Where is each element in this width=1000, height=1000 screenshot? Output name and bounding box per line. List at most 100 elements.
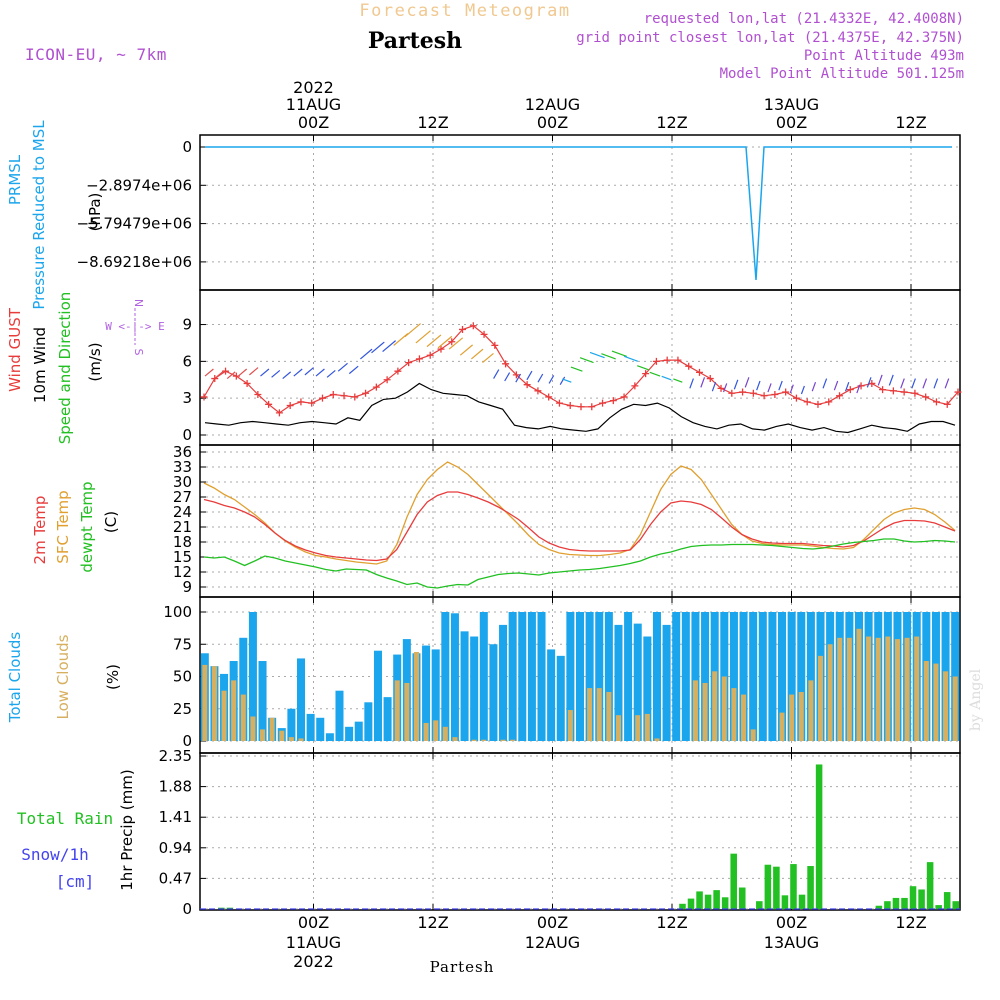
gust-line (203, 325, 959, 414)
low-cloud-bar (731, 688, 737, 741)
pressure-units: (hPa) (86, 193, 104, 232)
low-cloud-bar (433, 720, 439, 741)
rain-bar (764, 864, 772, 909)
total-cloud-bar (701, 612, 710, 741)
pressure-line (205, 146, 952, 281)
bottom-axis-hour: 00Z (776, 913, 807, 932)
gust-point (200, 393, 208, 401)
bottom-axis-hour: 12Z (656, 913, 687, 932)
low-cloud-bar (798, 691, 804, 741)
clouds-units: (%) (104, 664, 122, 690)
low-cloud-bar (952, 676, 958, 741)
total-cloud-bar (614, 624, 623, 741)
y-tick-label: 27 (173, 488, 192, 506)
gust-point (545, 393, 553, 401)
wind-direction-arrow (471, 348, 484, 360)
wind-direction-arrow (348, 365, 359, 375)
top-axis-year: 2022 (293, 78, 334, 97)
y-tick-label: 30 (173, 473, 192, 491)
low-cloud-bar (404, 682, 410, 741)
total-cloud-bar (431, 649, 440, 741)
top-axis-hour: 00Z (298, 113, 329, 132)
gust-point (297, 398, 305, 406)
wind-direction-arrow (756, 380, 761, 391)
gust-point (932, 398, 940, 406)
bottom-axis-year: 2022 (293, 952, 334, 971)
wind-direction-arrow (579, 357, 594, 364)
wind-direction-arrow (559, 376, 566, 385)
gust-point (415, 355, 423, 363)
total-cloud-bar (325, 733, 334, 741)
precip-units: 1hr Precip (mm) (118, 769, 136, 890)
gust-point (609, 397, 617, 405)
total-cloud-bar (604, 612, 613, 741)
total-cloud-bar (768, 612, 777, 741)
low-cloud-bar (644, 713, 650, 741)
wind-10m-label: 10m Wind (31, 327, 49, 403)
wind-direction-arrow (282, 371, 292, 380)
y-tick-label: −2.8974e+06 (86, 176, 192, 194)
clouds-low-label: Low Clouds (54, 634, 72, 719)
rain-bar (884, 901, 891, 909)
total-cloud-bar (470, 636, 479, 741)
low-cloud-bar (721, 676, 727, 741)
top-axis-hour: 12Z (417, 113, 448, 132)
low-cloud-bar (481, 739, 487, 741)
y-tick-label: 50 (173, 668, 192, 686)
wind-direction-arrow (360, 348, 373, 360)
low-cloud-bar (231, 680, 237, 741)
rain-bar (696, 891, 703, 909)
low-cloud-bar (654, 738, 660, 741)
low-cloud-bar (279, 730, 285, 741)
rain-bar (773, 866, 780, 909)
gust-point (803, 398, 811, 406)
total-cloud-bar (739, 612, 748, 741)
wind-units: (m/s) (86, 342, 104, 381)
total-cloud-bar (345, 726, 354, 741)
clouds-total-label: Total Clouds (6, 632, 24, 724)
y-tick-label: 33 (173, 458, 192, 476)
gust-point (674, 356, 682, 364)
wind-direction-arrow (856, 384, 861, 394)
gust-point (405, 359, 413, 367)
wind-direction-arrow (922, 378, 928, 389)
wind-direction-arrow (611, 350, 628, 358)
low-cloud-bar (413, 651, 419, 741)
rain-bar (901, 897, 908, 909)
gust-point (566, 402, 574, 410)
wind-direction-arrow (337, 362, 348, 372)
rain-bar (679, 903, 686, 909)
rain-bar (815, 764, 823, 909)
gust-point (922, 393, 930, 401)
wind-direction-arrow (271, 369, 281, 378)
top-axis-date: 11AUG (286, 95, 341, 114)
panel-frame-pressure (199, 134, 961, 291)
gust-point (825, 398, 833, 406)
total-cloud-bar (306, 713, 315, 741)
rain-bar (892, 897, 900, 909)
bottom-axis-hour: 00Z (298, 913, 329, 932)
info-line: requested lon,lat (21.4332E, 42.4008N) (644, 11, 964, 27)
total-cloud-bar (316, 717, 325, 741)
low-cloud-bar (567, 710, 573, 741)
gust-point (792, 394, 800, 402)
total-cloud-bar (624, 612, 633, 741)
y-tick-label: 2.35 (159, 747, 192, 765)
rain-bar (790, 864, 797, 909)
wind-direction-arrow (371, 341, 385, 354)
total-cloud-bar (258, 661, 267, 741)
gust-point (900, 388, 908, 396)
wind-direction-arrow (744, 377, 750, 388)
total-cloud-bar (729, 612, 738, 741)
rain-bar (713, 890, 720, 909)
wind-direction-arrow (689, 378, 694, 389)
wind-direction-arrow (437, 335, 453, 349)
y-tick-label: −5.79479e+06 (77, 215, 192, 233)
total-cloud-bar (749, 612, 758, 741)
low-cloud-bar (702, 682, 708, 741)
wind-direction-arrow (711, 382, 717, 392)
dewpt-line (203, 538, 956, 589)
rain-bar (738, 887, 746, 909)
gust-point (814, 400, 822, 408)
wind-direction-arrow (649, 371, 661, 377)
